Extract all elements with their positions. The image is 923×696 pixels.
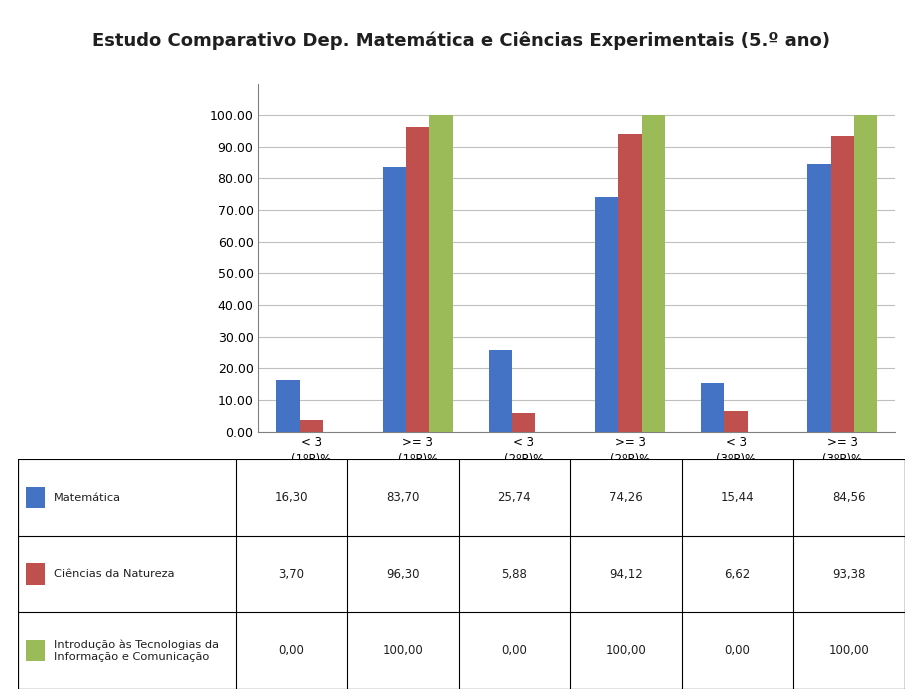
Bar	[641, 115, 665, 432]
Text: 100,00: 100,00	[605, 644, 646, 657]
Text: 100,00: 100,00	[829, 644, 869, 657]
Text: Estudo Comparativo Dep. Matemática e Ciências Experimentais (5.º ano): Estudo Comparativo Dep. Matemática e Ciê…	[92, 31, 831, 50]
Bar	[831, 136, 854, 432]
Text: Introdução às Tecnologias da
Informação e Comunicação: Introdução às Tecnologias da Informação …	[54, 640, 219, 662]
Bar	[406, 127, 429, 432]
Bar	[26, 640, 45, 661]
Bar	[383, 167, 406, 432]
Bar	[429, 115, 452, 432]
Bar	[26, 487, 45, 508]
Text: Ciências da Natureza: Ciências da Natureza	[54, 569, 174, 579]
Bar	[725, 411, 748, 432]
Text: 0,00: 0,00	[501, 644, 527, 657]
Bar	[854, 115, 877, 432]
Text: 100,00: 100,00	[382, 644, 423, 657]
Bar	[489, 350, 512, 432]
Bar	[808, 164, 831, 432]
Bar	[512, 413, 535, 432]
Bar	[701, 383, 725, 432]
Text: 5,88: 5,88	[501, 568, 527, 580]
Text: 83,70: 83,70	[386, 491, 419, 504]
Text: 94,12: 94,12	[609, 568, 642, 580]
Text: 84,56: 84,56	[832, 491, 866, 504]
Text: Matemática: Matemática	[54, 493, 121, 503]
FancyBboxPatch shape	[18, 459, 905, 689]
Bar	[300, 420, 323, 432]
Text: 0,00: 0,00	[725, 644, 750, 657]
Text: 0,00: 0,00	[279, 644, 305, 657]
Text: 6,62: 6,62	[725, 568, 750, 580]
Text: 96,30: 96,30	[386, 568, 420, 580]
Bar	[618, 134, 641, 432]
Bar	[595, 196, 618, 432]
Text: 25,74: 25,74	[497, 491, 531, 504]
Text: 16,30: 16,30	[274, 491, 308, 504]
Text: 3,70: 3,70	[279, 568, 305, 580]
Text: 93,38: 93,38	[833, 568, 866, 580]
Text: 74,26: 74,26	[609, 491, 642, 504]
Text: 15,44: 15,44	[721, 491, 754, 504]
Bar	[277, 380, 300, 432]
Bar	[26, 564, 45, 585]
